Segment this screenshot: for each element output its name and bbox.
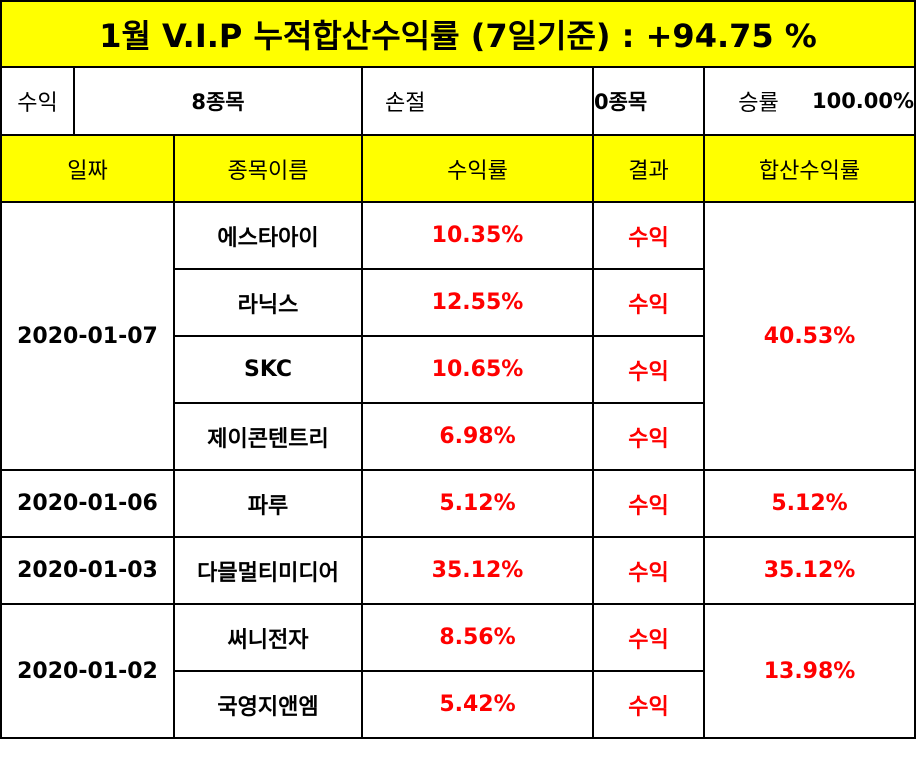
stock-name-cell: 써니전자 [173, 603, 363, 672]
result-cell: 수익 [592, 335, 705, 404]
table-row: 2020-01-06 파루 5.12% 수익 5.12% [0, 469, 916, 538]
profit-label: 수익 [0, 66, 75, 136]
summary-row: 수익 8종목 손절 0종목 승률 100.00% [0, 66, 916, 136]
header-stock-name: 종목이름 [173, 134, 363, 203]
loss-count: 0종목 [592, 66, 705, 136]
result-cell: 수익 [592, 402, 705, 471]
total-rate-cell: 13.98% [702, 603, 916, 739]
returns-table: 1월 V.I.P 누적합산수익률 (7일기준) : +94.75 % 수익 8종… [0, 0, 916, 739]
table-row: SKC 10.65% 수익 [1, 335, 915, 404]
rate-cell: 5.42% [361, 670, 594, 739]
total-rate-cell: 5.12% [702, 469, 916, 538]
table-row: 2020-01-03 다믈멀티미디어 35.12% 수익 35.12% [0, 536, 916, 605]
rate-cell: 35.12% [361, 536, 594, 605]
rate-cell: 8.56% [361, 603, 594, 672]
loss-label: 손절 [361, 66, 594, 136]
stock-name-cell: 라닉스 [173, 268, 363, 337]
header-rate: 수익률 [361, 134, 594, 203]
table-row: 2020-01-07 에스타아이 10.35% 수익 40.53% [0, 201, 916, 471]
winrate-cell: 승률 100.00% [702, 66, 916, 136]
rate-cell: 12.55% [361, 268, 594, 337]
result-cell: 수익 [592, 603, 705, 672]
stock-name-cell: 제이콘텐트리 [173, 402, 363, 471]
page-title: 1월 V.I.P 누적합산수익률 (7일기준) : +94.75 % [0, 0, 916, 68]
result-cell: 수익 [592, 201, 705, 270]
result-cell: 수익 [592, 268, 705, 337]
winrate-value: 100.00% [811, 89, 915, 113]
stock-name-cell: SKC [173, 335, 363, 404]
header-total: 합산수익률 [702, 134, 916, 203]
table-row: 제이콘텐트리 6.98% 수익 [1, 402, 915, 471]
table-row: 2020-01-02 써니전자 8.56% 수익 13.98% [0, 603, 916, 739]
rate-cell: 5.12% [361, 469, 594, 538]
table-row: 국영지앤엠 5.42% 수익 [1, 670, 915, 739]
total-rate-cell: 35.12% [702, 536, 916, 605]
header-date: 일짜 [0, 134, 175, 203]
header-result: 결과 [592, 134, 705, 203]
total-rate-cell: 40.53% [702, 201, 916, 471]
winrate-label: 승률 [738, 91, 779, 116]
table-body: 1월 V.I.P 누적합산수익률 (7일기준) : +94.75 % 수익 8종… [0, 0, 916, 739]
rate-cell: 6.98% [361, 402, 594, 471]
stock-name-cell: 다믈멀티미디어 [173, 536, 363, 605]
profit-count: 8종목 [73, 66, 363, 136]
result-cell: 수익 [592, 670, 705, 739]
result-cell: 수익 [592, 469, 705, 538]
date-cell: 2020-01-02 [0, 603, 175, 739]
table-row: 라닉스 12.55% 수익 [1, 268, 915, 337]
date-cell: 2020-01-07 [0, 201, 175, 471]
title-row: 1월 V.I.P 누적합산수익률 (7일기준) : +94.75 % [0, 0, 916, 68]
rate-cell: 10.65% [361, 335, 594, 404]
stock-name-cell: 파루 [173, 469, 363, 538]
header-row: 일짜 종목이름 수익률 결과 합산수익률 [0, 134, 916, 203]
date-cell: 2020-01-06 [0, 469, 175, 538]
stock-name-cell: 에스타아이 [173, 201, 363, 270]
date-cell: 2020-01-03 [0, 536, 175, 605]
rate-cell: 10.35% [361, 201, 594, 270]
result-cell: 수익 [592, 536, 705, 605]
stock-name-cell: 국영지앤엠 [173, 670, 363, 739]
